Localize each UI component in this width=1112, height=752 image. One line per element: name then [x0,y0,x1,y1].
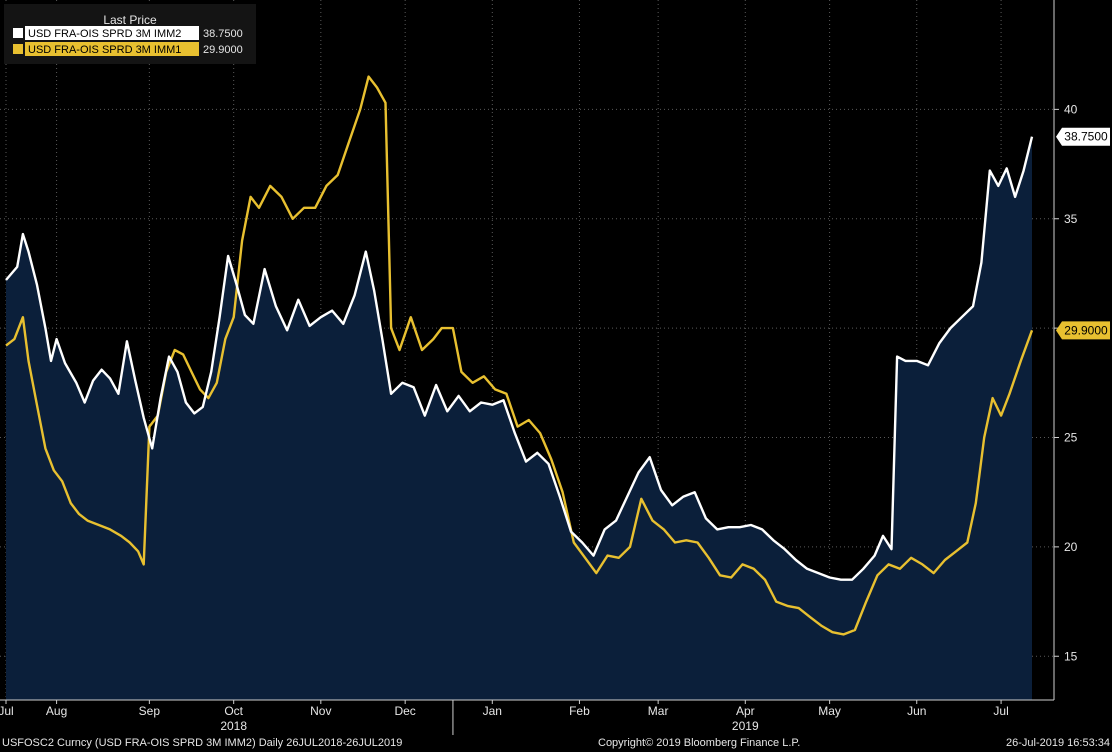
x-tick-label: Oct [224,704,243,718]
y-tick-label: 15 [1064,649,1078,663]
last-price-badge-1: 38.7500 [1056,127,1110,146]
axes [0,0,1055,701]
series-line-2 [5,75,1034,636]
x-tick-label: Jul [0,704,14,718]
last-price-badges: 38.7500 29.9000 [1056,127,1110,340]
year-label: 2018 [220,719,247,733]
last-price-badge-2: 29.9000 [1056,321,1110,340]
legend-series-value-2: 29.9000 [203,44,243,56]
y-tick-label: 20 [1064,540,1078,554]
x-axis-ticks: Jul Aug Sep Oct Nov Dec Jan Feb Mar Apr May Jun Jul 2… [0,700,1009,735]
x-tick-label: Jan [483,704,502,718]
series-fill-1 [6,136,1032,700]
badge-shape [1056,321,1110,340]
x-tick-label: Nov [310,704,331,718]
legend-swatch-2 [13,44,23,54]
legend-series-value-1: 38.7500 [203,28,243,40]
x-tick-label: Jul [993,704,1008,718]
badge-value: 38.7500 [1064,130,1108,144]
x-tick-label: Jun [907,704,926,718]
legend-label-bg-2 [25,42,199,56]
series-lines [5,75,1034,636]
y-tick-label: 35 [1064,212,1078,226]
legend-swatch-1 [13,28,23,38]
badge-value: 29.9000 [1064,323,1108,337]
legend-series-name-1: USD FRA-OIS SPRD 3M IMM2 [28,28,181,40]
badge-shape [1056,127,1110,146]
x-tick-label: Feb [569,704,590,718]
footer: USFOSC2 Curncy (USD FRA-OIS SPRD 3M IMM2… [0,735,1112,752]
gridlines [0,0,1054,700]
x-tick-label: Aug [46,704,67,718]
legend-label-bg-1 [25,26,199,40]
y-tick-label: 25 [1064,431,1078,445]
year-label: 2019 [732,719,759,733]
x-tick-label: Mar [648,704,669,718]
footer-ticker: USFOSC2 Curncy (USD FRA-OIS SPRD 3M IMM2… [2,737,403,749]
chart-area: 152025303540 JulAugSepOctNovDecJanFebMar… [0,0,1112,735]
x-tick-label: May [818,704,841,718]
legend-title: Last Price [103,13,157,27]
footer-timestamp: 26-Jul-2019 16:53:34 [1006,737,1110,749]
legend-series-name-2: USD FRA-OIS SPRD 3M IMM1 [28,44,181,56]
footer-copyright: Copyright© 2019 Bloomberg Finance L.P. [598,737,801,749]
series-area-fill [6,136,1032,700]
x-tick-label: Sep [139,704,161,718]
series-line-1 [5,136,1034,581]
x-tick-label: Apr [736,704,755,718]
y-tick-label: 40 [1064,102,1078,116]
x-tick-label: Dec [394,704,415,718]
